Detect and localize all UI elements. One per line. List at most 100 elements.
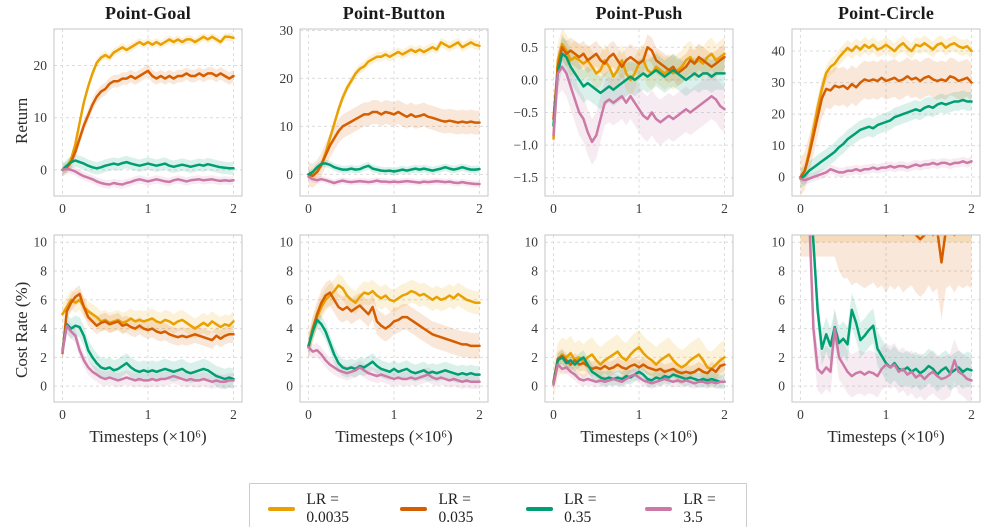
subplot-point-circle-return: Point-Circle 0 10 20 30 40 0 1 2 — [740, 2, 988, 220]
svg-text:30: 30 — [772, 75, 786, 90]
svg-text:−1.5: −1.5 — [514, 170, 539, 185]
svg-text:2: 2 — [531, 350, 538, 365]
svg-text:−1.0: −1.0 — [514, 138, 539, 153]
svg-text:−0.5: −0.5 — [514, 105, 539, 120]
svg-text:0: 0 — [550, 201, 557, 216]
svg-text:4: 4 — [531, 321, 538, 336]
svg-text:0: 0 — [797, 407, 804, 422]
svg-text:10: 10 — [280, 119, 294, 134]
x-axis-label-timesteps: Timesteps (×10⁶) — [89, 427, 207, 446]
svg-text:10: 10 — [34, 235, 48, 250]
svg-text:0: 0 — [550, 407, 557, 422]
svg-text:2: 2 — [721, 201, 728, 216]
svg-text:8: 8 — [778, 263, 785, 278]
svg-text:1: 1 — [883, 407, 890, 422]
svg-text:2: 2 — [968, 201, 975, 216]
svg-text:30: 30 — [280, 24, 294, 38]
legend-item-lr-0-035: LR = 0.035 — [400, 491, 496, 527]
svg-text:1: 1 — [145, 201, 152, 216]
legend-item-lr-0-0035: LR = 0.0035 — [268, 491, 370, 527]
x-axis-label-timesteps: Timesteps (×10⁶) — [580, 427, 698, 446]
legend: LR = 0.0035 LR = 0.035 LR = 0.35 LR = 3.… — [249, 483, 747, 527]
svg-text:10: 10 — [772, 235, 786, 250]
svg-text:8: 8 — [531, 263, 538, 278]
svg-text:2: 2 — [40, 350, 47, 365]
svg-text:2: 2 — [721, 407, 728, 422]
chart-point-button-cost: 0 2 4 6 8 10 0 1 2 — [280, 234, 489, 422]
svg-text:40: 40 — [772, 44, 786, 59]
svg-text:1: 1 — [391, 201, 398, 216]
svg-text:20: 20 — [280, 71, 294, 86]
subplot-point-goal-cost: 0 2 4 6 8 10 0 1 2 Timesteps (×10⁶) — [2, 230, 250, 447]
svg-text:0.0: 0.0 — [521, 72, 538, 87]
svg-text:1: 1 — [883, 201, 890, 216]
chart-point-push-return: 0.5 0.0 −0.5 −1.0 −1.5 0 1 2 — [514, 28, 734, 216]
svg-text:20: 20 — [772, 107, 786, 122]
svg-text:0: 0 — [59, 201, 66, 216]
subplot-title-point-button: Point-Button — [342, 3, 446, 23]
subplot-point-button-cost: 0 2 4 6 8 10 0 1 2 Timesteps (×10⁶) — [248, 230, 496, 447]
legend-item-lr-0-35: LR = 0.35 — [525, 491, 615, 527]
svg-text:10: 10 — [34, 110, 48, 125]
svg-text:6: 6 — [286, 292, 293, 307]
svg-text:8: 8 — [286, 263, 293, 278]
legend-item-lr-3-5: LR = 3.5 — [645, 491, 728, 527]
svg-text:6: 6 — [778, 292, 785, 307]
svg-text:8: 8 — [40, 263, 47, 278]
svg-text:0: 0 — [778, 379, 785, 394]
svg-text:2: 2 — [476, 407, 483, 422]
subplot-title-point-circle: Point-Circle — [837, 3, 935, 23]
chart-point-button-return: 0 10 20 30 0 1 2 — [280, 24, 489, 216]
svg-text:6: 6 — [531, 292, 538, 307]
svg-text:0: 0 — [305, 201, 312, 216]
svg-text:4: 4 — [286, 321, 293, 336]
svg-text:2: 2 — [476, 201, 483, 216]
subplot-point-goal-return: Point-Goal 0 10 20 0 1 2 — [2, 2, 250, 220]
svg-text:0.5: 0.5 — [521, 40, 538, 55]
subplot-title-point-goal: Point-Goal — [105, 3, 191, 23]
chart-point-circle-return: 0 10 20 30 40 0 1 2 — [772, 28, 981, 216]
svg-text:1: 1 — [391, 407, 398, 422]
subplot-title-point-push: Point-Push — [595, 3, 683, 23]
subplot-point-button-return: Point-Button 0 10 20 30 0 1 2 — [248, 2, 496, 220]
legend-label: LR = 0.035 — [438, 491, 474, 526]
svg-text:1: 1 — [636, 407, 643, 422]
legend-label: LR = 0.35 — [564, 491, 597, 526]
svg-text:0: 0 — [797, 201, 804, 216]
chart-point-goal-return: 0 10 20 0 1 2 — [34, 28, 243, 216]
svg-text:2: 2 — [778, 350, 785, 365]
svg-text:4: 4 — [778, 321, 785, 336]
svg-text:2: 2 — [286, 350, 293, 365]
subplot-point-circle-cost: 0 2 4 6 8 10 0 1 2 Timesteps (×10⁶) — [740, 230, 988, 447]
svg-text:4: 4 — [40, 321, 47, 336]
chart-point-push-cost: 0 2 4 6 8 10 0 1 2 — [525, 234, 734, 422]
svg-text:20: 20 — [34, 58, 48, 73]
legend-label: LR = 3.5 — [683, 491, 716, 526]
svg-text:0: 0 — [286, 167, 293, 182]
svg-text:0: 0 — [59, 407, 66, 422]
legend-label: LR = 0.0035 — [306, 491, 350, 526]
svg-text:2: 2 — [968, 407, 975, 422]
legend-line-swatch-green — [525, 507, 554, 511]
svg-text:6: 6 — [40, 292, 47, 307]
svg-text:2: 2 — [230, 407, 237, 422]
svg-text:2: 2 — [230, 201, 237, 216]
x-axis-label-timesteps: Timesteps (×10⁶) — [335, 427, 453, 446]
chart-point-goal-cost: 0 2 4 6 8 10 0 1 2 — [34, 234, 243, 422]
subplot-point-push-return: Point-Push 0.5 0.0 −0.5 −1.0 −1.5 0 1 2 — [493, 2, 741, 220]
x-axis-label-timesteps: Timesteps (×10⁶) — [827, 427, 945, 446]
svg-text:0: 0 — [305, 407, 312, 422]
legend-line-swatch-vermillion — [400, 507, 428, 511]
svg-text:0: 0 — [286, 379, 293, 394]
svg-text:10: 10 — [525, 235, 539, 250]
legend-line-swatch-pink — [645, 507, 673, 511]
svg-text:0: 0 — [778, 170, 785, 185]
svg-text:10: 10 — [280, 235, 294, 250]
svg-text:1: 1 — [145, 407, 152, 422]
svg-text:10: 10 — [772, 138, 786, 153]
subplot-point-push-cost: 0 2 4 6 8 10 0 1 2 Timesteps (×10⁶) — [493, 230, 741, 447]
svg-text:0: 0 — [40, 162, 47, 177]
svg-text:0: 0 — [40, 379, 47, 394]
chart-point-circle-cost: 0 2 4 6 8 10 0 1 2 — [772, 234, 981, 422]
